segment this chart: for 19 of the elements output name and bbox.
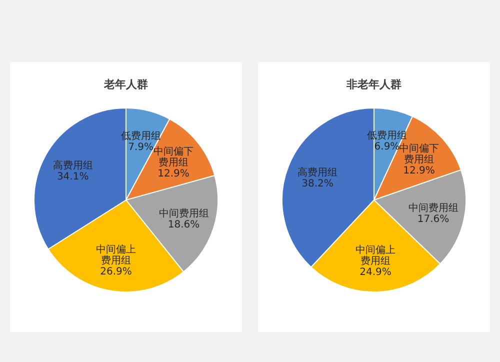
slice-label: 中间偏下费用组 xyxy=(398,142,439,166)
slice-label: 中间偏上费用组 xyxy=(96,243,136,266)
slice-label: 中间偏上费用组 xyxy=(356,244,396,268)
data-label: 26.9% xyxy=(100,266,132,278)
data-label: 18.6% xyxy=(168,220,200,231)
data-label: 12.9% xyxy=(158,168,190,180)
chart-title: 非老年人群 xyxy=(346,78,402,91)
data-label: 17.6% xyxy=(417,214,450,226)
slice-label: 中间费用组 xyxy=(408,202,458,214)
data-label: 12.9% xyxy=(403,166,435,177)
slice-label: 高费用组 xyxy=(52,160,93,172)
data-label: 34.1% xyxy=(56,172,89,183)
chart-title: 老年人群 xyxy=(103,78,148,91)
slice-label: 高费用组 xyxy=(298,166,338,179)
data-label: 38.2% xyxy=(302,178,334,190)
slice-label: 中间偏下费用组 xyxy=(153,146,194,169)
data-label: 24.9% xyxy=(360,267,392,278)
data-label: 7.9% xyxy=(128,142,154,154)
slice-label: 中间费用组 xyxy=(158,208,209,220)
